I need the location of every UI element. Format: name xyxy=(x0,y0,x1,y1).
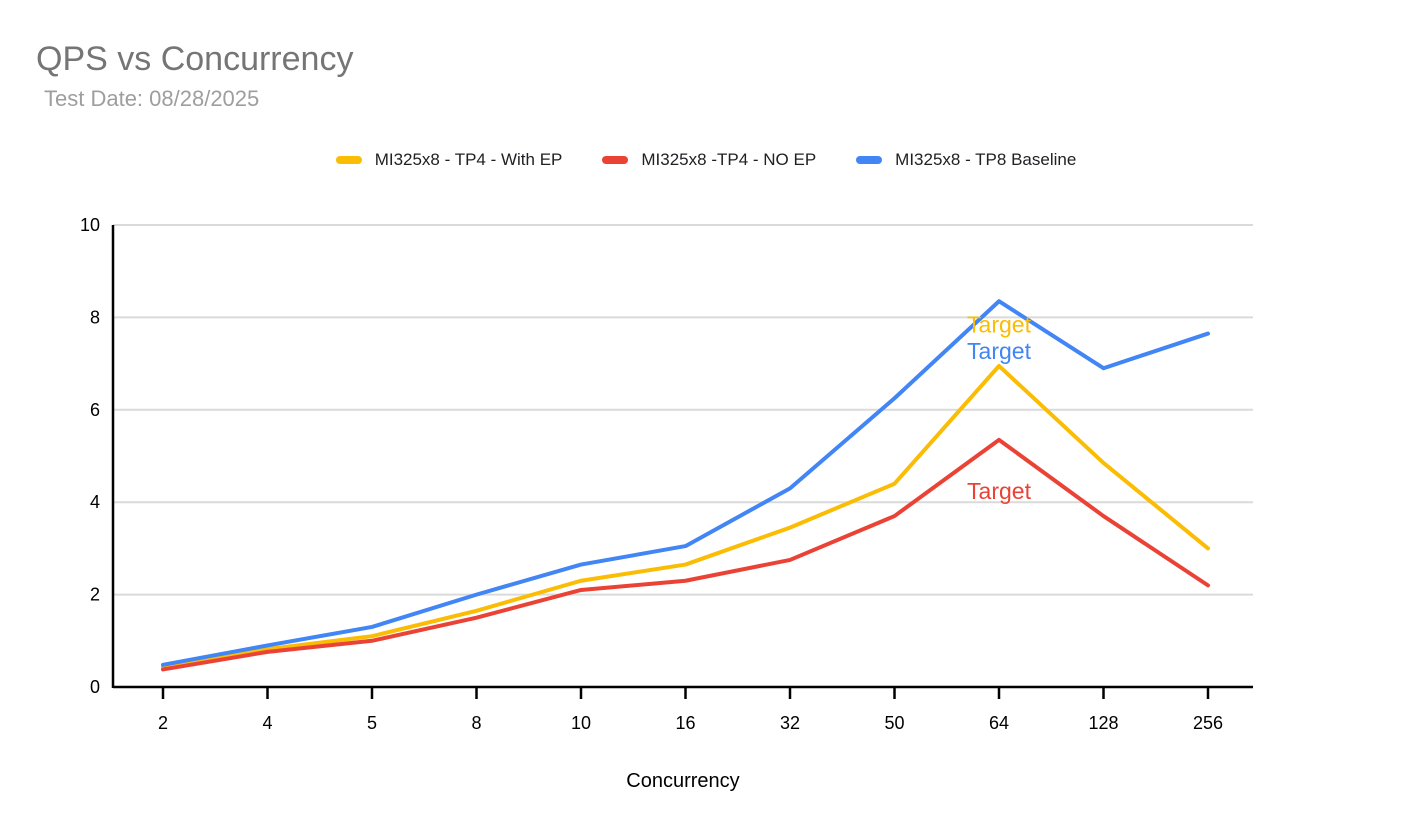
legend-swatch-icon xyxy=(335,156,362,164)
x-tick-label: 50 xyxy=(884,713,904,733)
y-tick-label: 6 xyxy=(90,400,100,420)
y-tick-label: 10 xyxy=(80,215,100,235)
series-line-2[interactable] xyxy=(161,299,1210,667)
x-tick-label: 5 xyxy=(367,713,377,733)
y-tick-label: 8 xyxy=(90,307,100,327)
x-tick-label: 4 xyxy=(262,713,272,733)
x-tick-label: 256 xyxy=(1193,713,1223,733)
x-tick-label: 8 xyxy=(471,713,481,733)
x-tick-label: 16 xyxy=(675,713,695,733)
legend-label: MI325x8 - TP4 - With EP xyxy=(374,150,563,169)
y-tick-label: 0 xyxy=(90,677,100,697)
series-line-1[interactable] xyxy=(161,437,1210,672)
x-tick-label: 2 xyxy=(158,713,168,733)
annotation-target-0: Target xyxy=(967,311,1032,337)
legend-item-0[interactable]: MI325x8 - TP4 - With EP xyxy=(335,150,563,170)
y-tick-label: 2 xyxy=(90,585,100,605)
legend-item-1[interactable]: MI325x8 -TP4 - NO EP xyxy=(602,150,816,170)
annotation-target-1: Target xyxy=(967,338,1032,364)
x-tick-label: 128 xyxy=(1088,713,1118,733)
x-axis-title: Concurrency xyxy=(626,770,740,792)
legend-swatch-icon xyxy=(856,156,883,164)
series-line-0[interactable] xyxy=(161,363,1210,670)
annotation-target-2: Target xyxy=(967,478,1032,504)
chart-title: QPS vs Concurrency xyxy=(36,40,354,78)
chart-subtitle: Test Date: 08/28/2025 xyxy=(44,86,260,111)
legend-swatch-icon xyxy=(602,156,629,164)
chart-legend: MI325x8 - TP4 - With EP MI325x8 -TP4 - NO… xyxy=(0,150,1412,170)
legend-label: MI325x8 -TP4 - NO EP xyxy=(641,150,817,169)
legend-item-2[interactable]: MI325x8 - TP8 Baseline xyxy=(856,150,1076,170)
x-tick-label: 32 xyxy=(780,713,800,733)
x-tick-label: 10 xyxy=(571,713,591,733)
legend-label: MI325x8 - TP8 Baseline xyxy=(895,150,1077,169)
x-tick-label: 64 xyxy=(989,713,1009,733)
y-tick-label: 4 xyxy=(90,492,100,512)
